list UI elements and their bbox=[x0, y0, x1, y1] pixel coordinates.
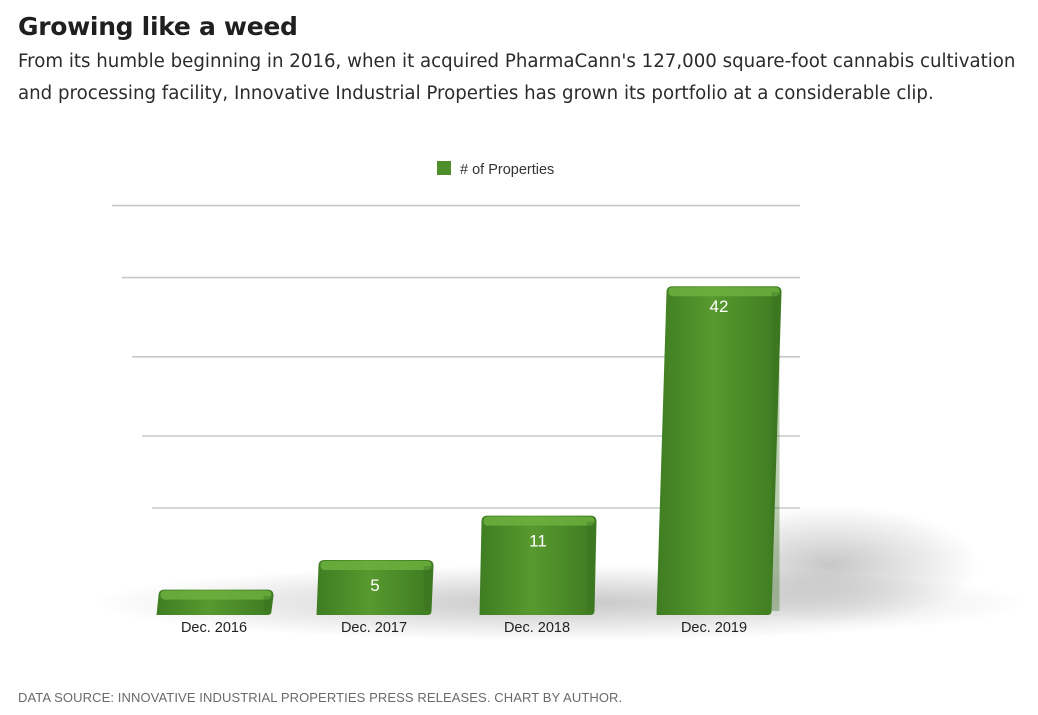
subtitle: From its humble beginning in 2016, when … bbox=[18, 51, 1016, 104]
legend-label: # of Properties bbox=[460, 162, 554, 178]
data-label: 42 bbox=[710, 297, 729, 316]
headline: Growing like a weed bbox=[18, 12, 298, 41]
legend-swatch bbox=[437, 161, 451, 175]
x-tick-label: Dec. 2019 bbox=[681, 620, 747, 636]
x-tick-label: Dec. 2016 bbox=[181, 620, 247, 636]
bar bbox=[479, 515, 597, 615]
data-label: 11 bbox=[529, 532, 547, 551]
bar bbox=[656, 286, 782, 615]
data-label: 5 bbox=[370, 576, 379, 595]
legend: # of Properties bbox=[437, 161, 554, 178]
x-tick-label: Dec. 2017 bbox=[341, 620, 407, 636]
bar-chart: Dec. 2016 5 Dec. 2017 11 Dec. 2018 42 Dec. 201… bbox=[90, 161, 1030, 641]
bar bbox=[316, 560, 434, 615]
bars bbox=[156, 286, 782, 615]
x-tick-label: Dec. 2018 bbox=[504, 620, 570, 636]
data-source-caption: DATA SOURCE: INNOVATIVE INDUSTRIAL PROPE… bbox=[18, 690, 623, 705]
bar bbox=[156, 589, 274, 615]
